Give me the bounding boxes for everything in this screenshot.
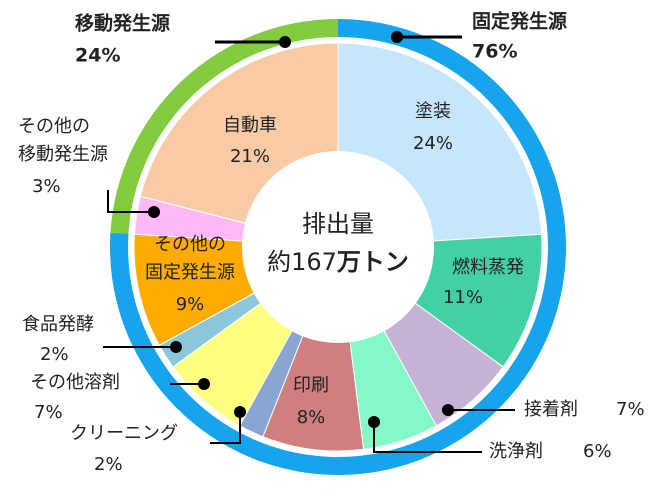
slice-印刷-label: 印刷 — [293, 375, 329, 396]
slice-自動車-percent: 21% — [230, 146, 270, 167]
center-label-line2: 約167万トン — [267, 248, 409, 276]
slice-detergent-leader — [373, 422, 482, 453]
center-label-line1: 排出量 — [302, 210, 374, 238]
slice-cleaning-leader — [210, 412, 241, 444]
ring-fixed-percent: 76% — [472, 41, 517, 63]
slice-solvent-percent: 7% — [34, 402, 63, 423]
slice-detergent-percent: 6% — [583, 441, 612, 462]
slice-fixed-other-percent: 9% — [176, 294, 205, 315]
slice-adhesive-label: 接着剤 — [524, 399, 578, 420]
slice-自動車-label: 自動車 — [223, 115, 277, 136]
slice-cleaning-label: クリーニング — [70, 423, 178, 444]
slice-adhesive-percent: 7% — [616, 399, 645, 420]
slice-印刷-percent: 8% — [297, 407, 326, 428]
slice-solvent-label: その他溶剤 — [30, 372, 120, 393]
slice-mobile-other-label-line1: その他の — [18, 116, 90, 137]
slice-fixed-other-label-line1: その他の — [154, 234, 226, 255]
slice-塗装-percent: 24% — [413, 133, 453, 154]
ring-mobile-percent: 24% — [75, 45, 120, 67]
ring-mobile-label: 移動発生源 — [75, 12, 170, 35]
center-hole — [242, 151, 434, 343]
slice-cleaning-percent: 2% — [94, 454, 123, 475]
ring-fixed-label: 固定発生源 — [472, 10, 567, 33]
slice-detergent-label: 洗浄剤 — [489, 441, 543, 462]
slice-mobile-other-leader — [107, 190, 154, 213]
center-circle — [242, 151, 434, 343]
slice-food-label: 食品発酵 — [22, 314, 94, 335]
slice-food-percent: 2% — [40, 344, 69, 365]
slice-塗装-label: 塗装 — [415, 100, 451, 122]
ring-segment-mobile — [110, 19, 338, 234]
slice-mobile-other-percent: 3% — [32, 176, 61, 197]
outer-ring — [109, 19, 567, 475]
slice-燃料蒸発-label: 燃料蒸発 — [452, 257, 524, 278]
slice-燃料蒸発-percent: 11% — [443, 287, 483, 308]
leader-lines — [103, 31, 515, 453]
slice-mobile-other-label-line2: 移動発生源 — [18, 144, 108, 165]
labels: 排出量約167万トン塗装24%燃料蒸発11%印刷8%自動車21%その他の固定発生… — [18, 10, 645, 476]
slice-fixed-other-label-line2: 固定発生源 — [145, 262, 235, 283]
